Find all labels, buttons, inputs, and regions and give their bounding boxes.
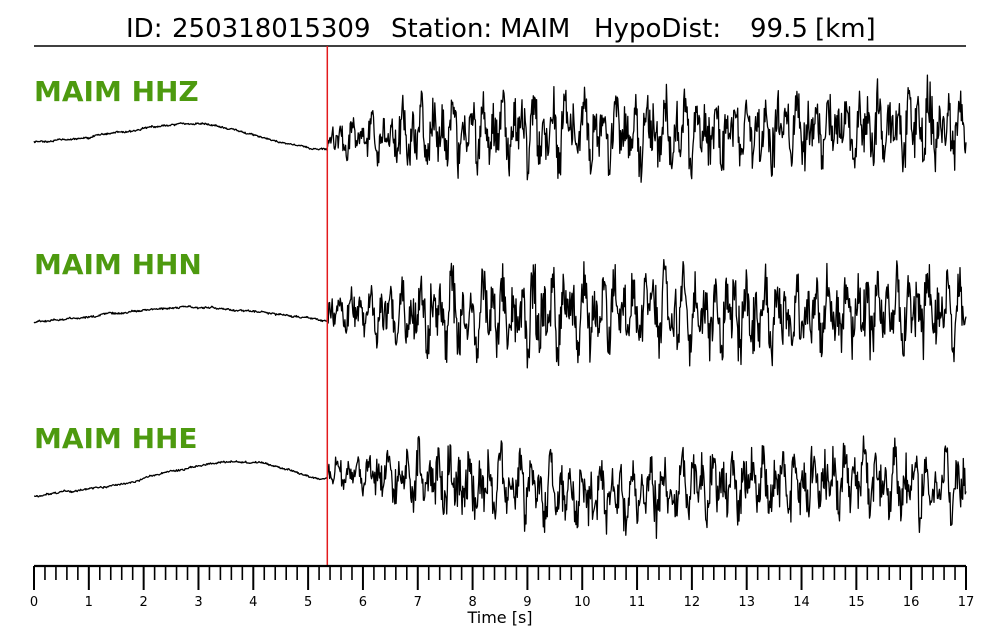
x-axis-label: Time [s] bbox=[466, 608, 532, 627]
x-tick-label: 11 bbox=[629, 595, 646, 610]
x-tick-label: 10 bbox=[574, 595, 591, 610]
x-tick-label: 16 bbox=[903, 595, 920, 610]
x-tick-label: 5 bbox=[304, 595, 312, 610]
title-hypodist-unit: [km] bbox=[815, 14, 876, 44]
trace-label-z: MAIM HHZ bbox=[34, 75, 199, 108]
x-tick-label: 1 bbox=[85, 595, 93, 610]
title-id-value: 250318015309 bbox=[172, 14, 371, 44]
x-tick-label: 13 bbox=[738, 595, 755, 610]
x-tick-label: 0 bbox=[30, 595, 38, 610]
title-hypodist-value: 99.5 bbox=[750, 14, 808, 44]
x-tick-label: 7 bbox=[414, 595, 422, 610]
waveform-trace-n bbox=[33, 258, 967, 369]
trace-label-n: MAIM HHN bbox=[34, 248, 202, 281]
waveform-trace-e bbox=[34, 435, 967, 539]
x-tick-label: 6 bbox=[359, 595, 367, 610]
x-tick-label: 4 bbox=[249, 595, 257, 610]
x-tick-label: 12 bbox=[684, 595, 701, 610]
title-hypodist-label: HypoDist: bbox=[594, 14, 721, 44]
waveform-trace-z bbox=[33, 74, 967, 183]
title-station-label: Station: bbox=[391, 14, 492, 44]
x-tick-label: 15 bbox=[848, 595, 865, 610]
x-tick-label: 3 bbox=[194, 595, 202, 610]
x-tick-label: 8 bbox=[468, 595, 476, 610]
title-id-label: ID: bbox=[126, 14, 162, 44]
x-tick-label: 9 bbox=[523, 595, 531, 610]
x-tick-label: 17 bbox=[958, 595, 975, 610]
trace-group bbox=[33, 74, 967, 539]
trace-label-group: MAIM HHZ MAIM HHN MAIM HHE bbox=[34, 75, 202, 455]
trace-label-e: MAIM HHE bbox=[34, 422, 198, 455]
x-tick-label: 14 bbox=[793, 595, 810, 610]
x-tick-label: 2 bbox=[140, 595, 148, 610]
chart-title: ID: 250318015309 Station: MAIM HypoDist:… bbox=[126, 14, 876, 44]
title-station-value: MAIM bbox=[500, 14, 570, 44]
